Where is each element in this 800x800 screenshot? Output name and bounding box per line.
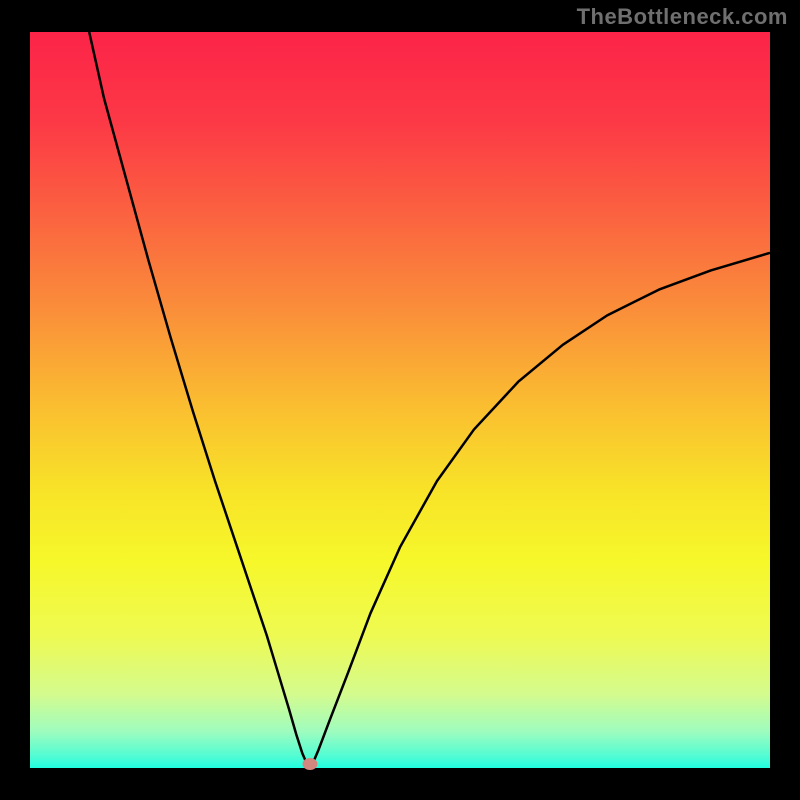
- watermark-text: TheBottleneck.com: [577, 4, 788, 30]
- optimum-marker: [302, 758, 317, 770]
- chart-frame: TheBottleneck.com: [0, 0, 800, 800]
- plot-area: [30, 32, 770, 768]
- bottleneck-curve: [30, 32, 770, 768]
- curve-path: [89, 32, 770, 768]
